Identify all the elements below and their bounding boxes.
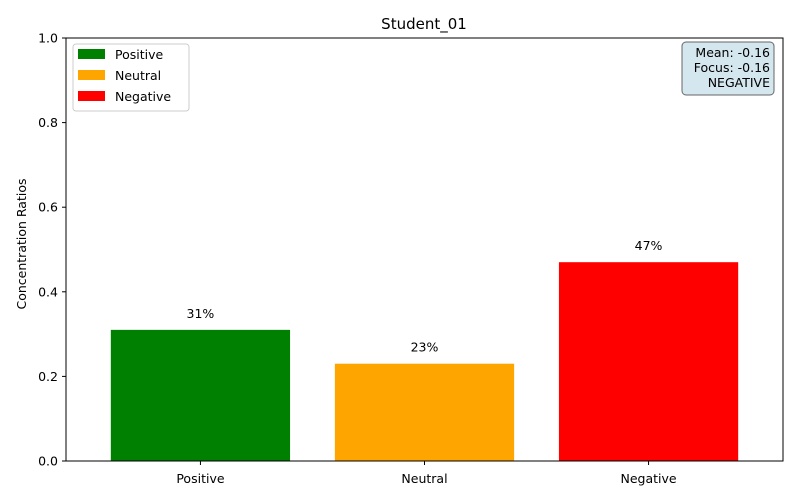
x-axis-ticks: Positive Neutral Negative [176, 461, 677, 486]
legend-label-neutral: Neutral [115, 68, 161, 83]
y-tick-label: 1.0 [38, 31, 58, 46]
info-box-line: Focus: -0.16 [694, 60, 770, 75]
legend-swatch-negative [78, 91, 105, 101]
x-tick-label-positive: Positive [176, 471, 224, 486]
bar-negative [558, 262, 739, 461]
bar-positive [110, 329, 291, 461]
y-tick-label: 0.8 [38, 115, 58, 130]
y-axis-label: Concentration Ratios [14, 178, 29, 309]
bar-neutral [334, 363, 515, 461]
info-box-background [681, 41, 775, 96]
legend-label-negative: Negative [115, 89, 171, 104]
plot-frame [65, 37, 784, 462]
chart-title: Student_01 [381, 15, 467, 34]
legend-swatch-neutral [78, 70, 105, 80]
x-tick-label-negative: Negative [621, 471, 677, 486]
y-tick-label: 0.0 [38, 454, 58, 469]
legend-label-positive: Positive [115, 47, 163, 62]
legend-swatch-positive [78, 49, 105, 59]
data-labels-group: 31% 23% 47% [187, 238, 663, 355]
legend: Positive Neutral Negative [72, 43, 190, 112]
y-tick-label: 0.2 [38, 369, 58, 384]
data-label-negative: 47% [635, 238, 663, 253]
y-tick-label: 0.6 [38, 200, 58, 215]
info-box-line: NEGATIVE [708, 75, 770, 90]
data-label-positive: 31% [187, 306, 215, 321]
y-axis-ticks: 0.0 0.2 0.4 0.6 0.8 1.0 [38, 31, 66, 469]
y-tick-label: 0.4 [38, 284, 58, 299]
info-box-line: Mean: -0.16 [695, 45, 770, 60]
bars-group [110, 262, 739, 461]
data-label-neutral: 23% [411, 340, 439, 355]
x-tick-label-neutral: Neutral [401, 471, 447, 486]
